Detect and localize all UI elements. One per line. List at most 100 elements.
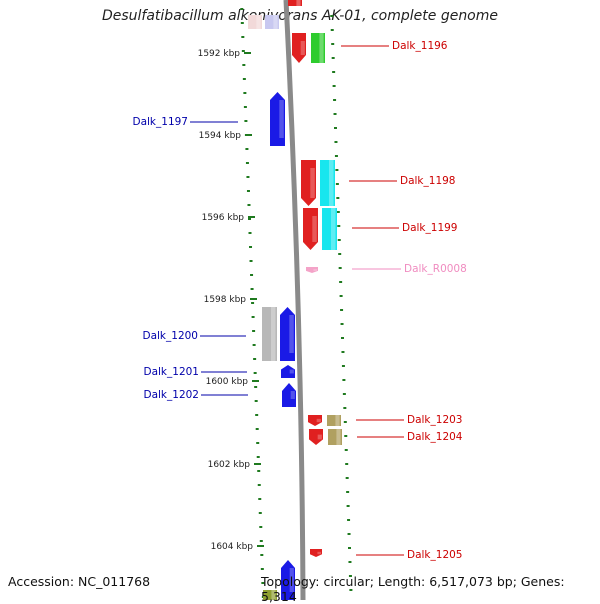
guide-dot <box>345 463 349 465</box>
guide-dot <box>246 176 250 178</box>
guide-dot <box>341 337 344 339</box>
gene-dalk-1199 <box>303 208 318 250</box>
gene-dalk-1200-shine <box>289 315 294 353</box>
gene-label-dalk-1205: Dalk_1205 <box>356 549 463 561</box>
guide-dot <box>253 358 257 360</box>
guide-dot <box>348 561 352 563</box>
gene-label-dalk-1199: Dalk_1199 <box>352 222 458 234</box>
guide-dot <box>331 43 335 45</box>
accession-text: Accession: NC_011768 <box>8 574 151 589</box>
guide-dot <box>261 582 265 584</box>
guide-dot <box>333 113 337 115</box>
guide-dot <box>343 407 347 409</box>
guide-dot <box>334 127 337 129</box>
companion-feature <box>322 208 337 250</box>
guide-dot <box>251 316 255 318</box>
guide-dot <box>330 29 334 31</box>
guide-dot <box>252 330 256 332</box>
partial-feature-shine <box>289 568 294 592</box>
guide-dot <box>346 491 350 493</box>
gene-dalk-1200 <box>280 307 295 361</box>
guide-dot <box>336 211 340 213</box>
guide-dot <box>251 302 255 304</box>
guide-dot <box>256 456 260 458</box>
companion-feature <box>328 429 342 445</box>
gene-name: Dalk_1196 <box>392 40 448 52</box>
guide-dot <box>339 295 343 297</box>
gene-label-dalk-r0008: Dalk_R0008 <box>352 263 467 275</box>
partial-feature <box>281 560 295 600</box>
gene-label-dalk-1196: Dalk_1196 <box>341 40 448 52</box>
partial-feature-shine <box>273 15 278 29</box>
gene-features <box>248 0 342 600</box>
gene-dalk-1198 <box>301 160 316 206</box>
guide-dot <box>242 64 246 66</box>
partial-feature-shine <box>256 15 261 29</box>
tick-label: 1592 kbp <box>198 49 241 59</box>
companion-feature-shine <box>329 160 334 206</box>
gene-label-dalk-1202: Dalk_1202 <box>144 389 248 401</box>
companion-feature-shine <box>331 208 336 250</box>
gene-dalk-1199-shine <box>312 216 317 242</box>
guide-dot <box>254 386 258 388</box>
guide-dot <box>331 57 335 59</box>
genome-backbone <box>283 0 306 600</box>
gene-labels: Dalk_1196 Dalk_1197 Dalk_1198 Dalk_1199 Dalk… <box>133 40 467 561</box>
guide-dot <box>348 547 351 549</box>
gene-dalk-1197 <box>270 92 285 146</box>
guide-dot <box>348 575 352 577</box>
gene-name: Dalk_1198 <box>400 175 456 187</box>
tick: 1596 kbp <box>202 213 255 223</box>
guide-dot <box>332 85 336 87</box>
guide-dot <box>259 526 263 528</box>
guide-dot <box>257 484 261 486</box>
gene-dalk-1196-shine <box>300 41 305 55</box>
tick: 1594 kbp <box>199 131 252 141</box>
guide-dot <box>247 218 251 220</box>
guide-dot <box>258 498 262 500</box>
guide-dot <box>245 148 249 150</box>
gene-name: Dalk_R0008 <box>404 263 467 275</box>
guide-dot <box>342 379 346 381</box>
guide-dot <box>249 260 253 262</box>
partial-feature <box>248 15 262 29</box>
partial-feature-shine <box>271 590 276 600</box>
gene-name: Dalk_1203 <box>407 414 463 426</box>
guide-dot <box>244 120 248 122</box>
gene-name: Dalk_1200 <box>143 330 199 342</box>
gene-dalk-1202 <box>282 383 296 407</box>
gene-dalk-1204-shine <box>317 434 322 440</box>
guide-dot <box>248 232 252 234</box>
gene-dalk-r0008 <box>306 267 318 273</box>
guide-dot <box>240 8 244 10</box>
guide-dot <box>345 477 349 479</box>
guide-dot <box>340 323 344 325</box>
tick: 1592 kbp <box>198 49 251 59</box>
guide-dot <box>332 71 336 73</box>
guide-dot <box>243 106 247 108</box>
tick: 1604 kbp <box>211 542 264 552</box>
gene-dalk-1196 <box>292 33 306 63</box>
gene-label-dalk-1197: Dalk_1197 <box>133 116 238 128</box>
guide-dot <box>337 225 341 227</box>
companion-feature <box>327 415 341 426</box>
guide-dot <box>241 50 245 52</box>
guide-dot <box>349 589 353 591</box>
guide-dot <box>258 512 262 514</box>
coordinate-ticks: 1592 kbp 1594 kbp 1596 kbp 1598 kbp 1600 kbp… <box>198 49 264 552</box>
gene-dalk-1205 <box>310 549 322 557</box>
tick: 1600 kbp <box>206 377 259 387</box>
partial-feature <box>288 0 302 6</box>
guide-dot <box>241 36 245 38</box>
guide-dot <box>255 414 259 416</box>
companion-feature <box>320 160 335 206</box>
guide-dot <box>341 351 345 353</box>
gene-name: Dalk_1199 <box>402 222 458 234</box>
guide-dot <box>339 281 343 283</box>
gene-label-dalk-1203: Dalk_1203 <box>356 414 463 426</box>
gene-label-dalk-1200: Dalk_1200 <box>143 330 246 342</box>
guide-dot <box>344 449 348 451</box>
tick: 1598 kbp <box>204 295 257 305</box>
guide-dot <box>333 99 337 101</box>
